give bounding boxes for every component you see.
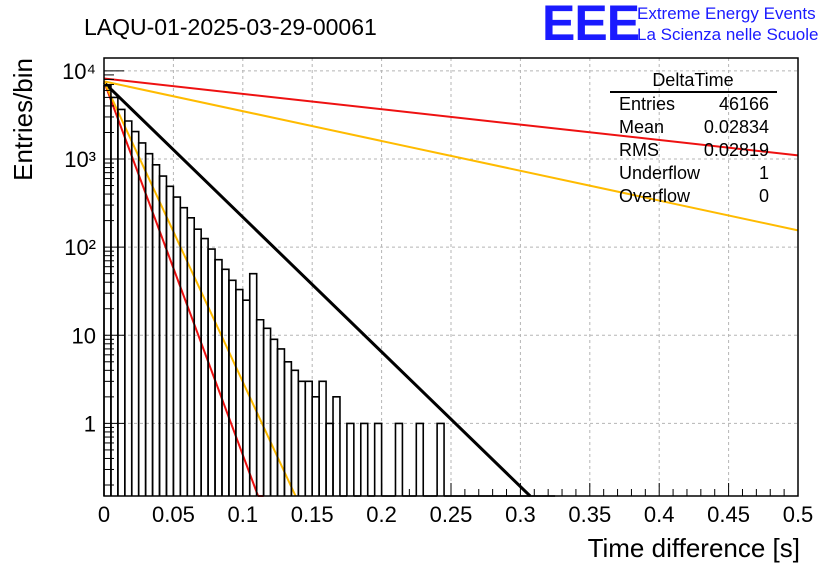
ticks: 0 0.05 0.1 0.15 0.2 0.25 0.3 0.35 0.4 0.45 0.51101…: [62, 59, 813, 527]
histogram-bin: [359, 422, 369, 496]
series-red-slow: [103, 77, 799, 157]
histogram-bin: [415, 422, 425, 496]
x-tick-label: 0.4: [644, 502, 675, 527]
series-orange-slow: [103, 80, 799, 232]
x-tick-label: 0.35: [568, 502, 611, 527]
histogram-bin: [276, 348, 286, 496]
histogram-bin: [228, 279, 237, 496]
stat-value-underflow: 1: [759, 163, 769, 183]
histogram-bin: [130, 130, 140, 496]
histogram-bin: [117, 108, 126, 496]
histogram-bin: [103, 84, 112, 496]
grid: [104, 58, 798, 496]
series-fit: [102, 81, 532, 498]
histogram-bin: [304, 380, 313, 496]
y-axis-label: Entries/bin: [8, 58, 38, 181]
histogram-bin: [124, 120, 133, 496]
stat-label-underflow: Underflow: [619, 163, 701, 183]
histogram-bin: [214, 258, 223, 496]
histogram-bin: [346, 422, 355, 496]
logo-line1: Extreme Energy Events: [637, 4, 816, 23]
stats-title: DeltaTime: [652, 70, 733, 90]
x-tick-label: 0.45: [707, 502, 750, 527]
stats-box: DeltaTime Entries 46166 Mean 0.02834 RMS 0.02…: [610, 70, 777, 206]
x-tick-label: 0.15: [291, 502, 334, 527]
x-tick-label: 0: [98, 502, 110, 527]
histogram-bin: [290, 369, 300, 496]
histogram-bin: [193, 228, 202, 496]
stat-value-overflow: 0: [759, 186, 769, 206]
histogram-bin: [318, 380, 327, 496]
eee-logo: EEE: [542, 0, 639, 51]
stat-label-entries: Entries: [619, 94, 675, 114]
x-tick-label: 0.3: [505, 502, 536, 527]
histogram-bin: [255, 318, 265, 496]
x-tick-label: 0.2: [366, 502, 397, 527]
x-tick-label: 0.1: [228, 502, 259, 527]
histogram-bin: [436, 422, 445, 496]
histogram-bin: [200, 237, 209, 496]
histogram-bin: [311, 396, 320, 496]
x-axis-label: Time difference [s]: [588, 533, 800, 563]
stat-value-entries: 46166: [719, 94, 769, 114]
histogram-bin: [394, 422, 404, 496]
y-tick-label: 1: [84, 411, 96, 436]
histogram-bin: [235, 288, 244, 496]
y-tick-label: 10: [72, 323, 96, 348]
stat-value-rms: 0.02819: [704, 140, 769, 160]
histogram-bin: [158, 175, 168, 496]
y-tick-label: 10³: [64, 147, 96, 172]
stat-label-mean: Mean: [619, 117, 664, 137]
histogram-bin: [325, 422, 334, 496]
histogram-bin: [137, 142, 147, 496]
stat-value-mean: 0.02834: [704, 117, 769, 137]
histogram-bin: [248, 272, 258, 496]
histogram-bin: [297, 380, 307, 496]
histogram-bin: [172, 196, 182, 496]
stat-label-rms: RMS: [619, 140, 659, 160]
y-tick-label: 10²: [64, 235, 96, 260]
histogram-bin: [332, 396, 341, 496]
histogram-layer: [103, 84, 556, 497]
y-tick-label: 10⁴: [62, 59, 96, 84]
histogram-bin: [165, 185, 175, 496]
histogram-bin: [262, 327, 272, 496]
x-tick-label: 0.25: [430, 502, 473, 527]
histogram-bin: [269, 338, 279, 496]
series-orange-fast: [103, 80, 297, 497]
stat-label-overflow: Overflow: [619, 186, 691, 206]
run-title: LAQU-01-2025-03-29-00061: [84, 14, 377, 40]
histogram-bin: [221, 268, 230, 496]
histogram-bin: [373, 422, 383, 496]
logo-line2: La Scienza nelle Scuole: [637, 25, 818, 44]
x-tick-label: 0.5: [783, 502, 814, 527]
x-tick-label: 0.05: [152, 502, 195, 527]
histogram-bin: [110, 96, 119, 496]
histogram-bin: [186, 217, 196, 496]
